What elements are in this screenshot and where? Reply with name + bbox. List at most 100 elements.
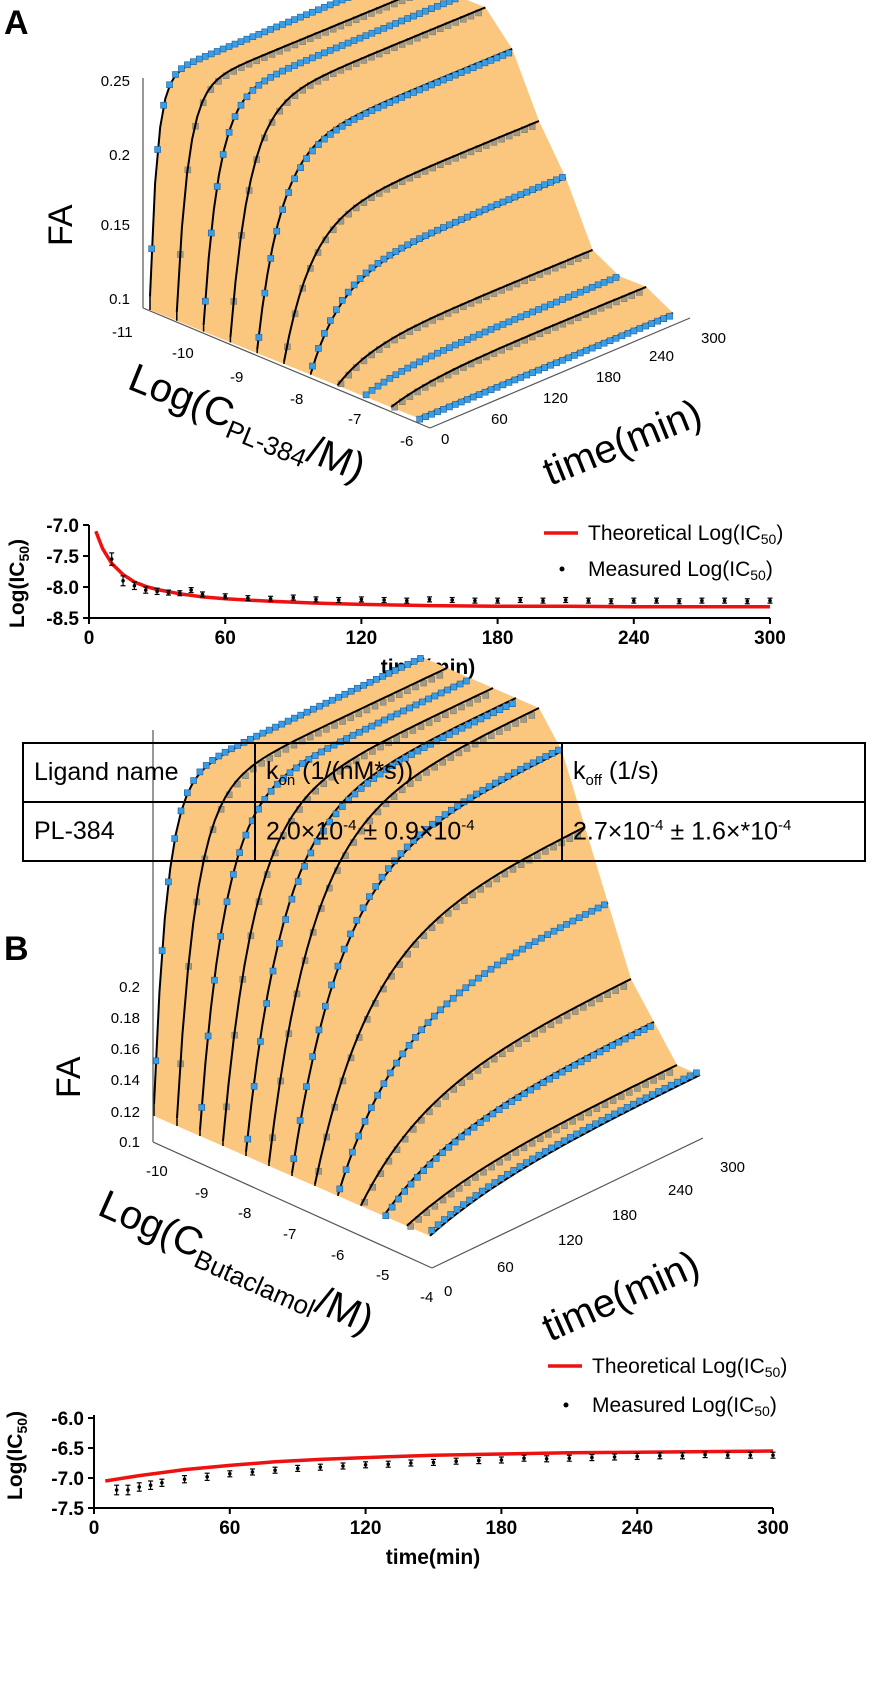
measured-dot (635, 1454, 639, 1459)
measured-marker (356, 34, 364, 42)
measured-marker (434, 2, 441, 10)
concentration-curve (390, 285, 647, 411)
measured-marker (418, 1026, 426, 1034)
measured-dot (405, 598, 409, 603)
measured-marker (527, 1086, 535, 1094)
measured-marker (628, 1032, 635, 1040)
measured-marker (355, 1132, 363, 1140)
measured-marker (426, 1161, 434, 1168)
measured-marker (297, 164, 304, 171)
measured-marker (511, 193, 519, 201)
measured-marker (343, 735, 351, 742)
z-axis-ticks-b: 0.1 0.12 0.14 0.16 0.18 0.2 (111, 979, 140, 1151)
measured-marker (420, 1167, 427, 1174)
z-tick: 0.14 (111, 1072, 140, 1089)
measured-marker (463, 336, 471, 344)
measured-marker (368, 107, 376, 114)
measured-marker (347, 930, 354, 938)
concentration-curve (229, 6, 486, 343)
measured-marker (512, 949, 520, 957)
measured-marker (395, 1195, 402, 1203)
measured-marker (559, 296, 566, 303)
measured-marker (328, 981, 335, 989)
measured-marker (273, 70, 281, 78)
measured-marker (511, 316, 519, 323)
measured-marker (499, 52, 507, 59)
ic50-chart-b: -6.0 -6.5 -7.0 -7.5 0 60 120 180 240 300 Log(IC5… (4, 1355, 789, 1569)
legend-measured-b: Measured Log(IC50) (592, 1394, 777, 1419)
measured-marker (279, 206, 287, 213)
measured-marker (495, 1106, 503, 1114)
measured-marker (582, 347, 590, 354)
measured-dot (768, 598, 772, 603)
concentration-curve (416, 312, 674, 423)
measured-marker (612, 274, 620, 281)
measured-marker (184, 61, 191, 69)
measured-point (476, 1456, 482, 1465)
measured-marker (368, 264, 376, 272)
measured-marker (190, 58, 197, 66)
measured-marker (416, 358, 423, 366)
measured-marker (321, 1002, 329, 1010)
measured-marker (655, 1088, 662, 1095)
measured-marker (519, 945, 526, 953)
measured-marker (334, 962, 342, 970)
measured-marker (404, 91, 411, 99)
measured-marker (219, 151, 227, 158)
measured-marker (412, 1033, 419, 1041)
measured-marker (378, 873, 386, 881)
t-tick: 120 (558, 1232, 583, 1249)
ic50-y-label-b: Log(IC50) (4, 1411, 30, 1500)
measured-marker (445, 0, 453, 5)
fit-line (283, 120, 540, 362)
measured-marker (231, 113, 239, 120)
measured-marker (407, 1180, 415, 1188)
measured-marker (475, 208, 483, 216)
measured-marker (158, 947, 166, 954)
z-tick: 0.25 (101, 73, 130, 90)
measured-dot (178, 591, 182, 595)
measured-dot (386, 1462, 391, 1466)
measured-point (654, 597, 659, 604)
measured-marker (303, 11, 310, 18)
measured-marker (609, 1042, 616, 1049)
measured-marker (475, 974, 482, 982)
fit-line (336, 248, 593, 386)
measured-marker (338, 42, 346, 49)
measured-marker (475, 61, 483, 69)
measured-marker (391, 667, 399, 674)
x-tick: -7 (283, 1226, 296, 1243)
measured-point (109, 552, 115, 566)
measured-marker (466, 1196, 473, 1204)
measured-marker (481, 206, 489, 213)
measured-point (634, 1452, 640, 1461)
measured-marker (571, 291, 578, 298)
measured-marker (213, 48, 221, 55)
measured-dot (499, 1458, 504, 1462)
measured-marker (428, 229, 435, 237)
measured-marker (380, 1080, 388, 1087)
t-axis-ticks-b: 0 60 120 180 240 300 (444, 1159, 745, 1300)
measured-marker (541, 303, 548, 311)
measured-marker (160, 101, 167, 109)
measured-marker (387, 713, 395, 721)
measured-marker (309, 362, 316, 370)
measured-marker (553, 359, 560, 367)
measured-marker (505, 196, 513, 203)
measured-marker (456, 680, 464, 688)
measured-marker (332, 126, 340, 134)
measured-marker (154, 146, 161, 153)
measured-marker (353, 916, 361, 924)
measured-marker (231, 40, 239, 48)
measured-marker (660, 315, 667, 322)
t-tick: 60 (491, 411, 508, 428)
measured-dot (246, 596, 250, 600)
measured-marker (452, 341, 459, 349)
measured-marker (654, 317, 662, 325)
concentration-curve (148, 0, 352, 310)
header-ligand-name: Ligand name (22, 742, 256, 803)
measured-marker (463, 677, 470, 685)
table-row: PL-384 2.0×10-4 ± 0.9×10-4 2.7×10-4 ± 1.… (22, 801, 866, 862)
measured-marker (392, 20, 400, 27)
measured-marker (263, 1000, 271, 1007)
